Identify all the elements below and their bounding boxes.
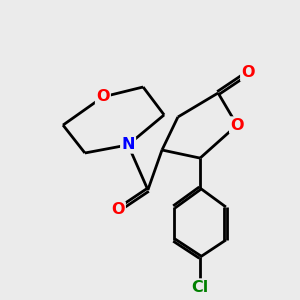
Text: Cl: Cl <box>191 280 209 295</box>
Text: O: O <box>230 118 244 133</box>
Text: N: N <box>121 137 135 152</box>
Text: O: O <box>111 202 125 217</box>
Text: O: O <box>96 89 110 104</box>
Text: O: O <box>241 65 255 80</box>
